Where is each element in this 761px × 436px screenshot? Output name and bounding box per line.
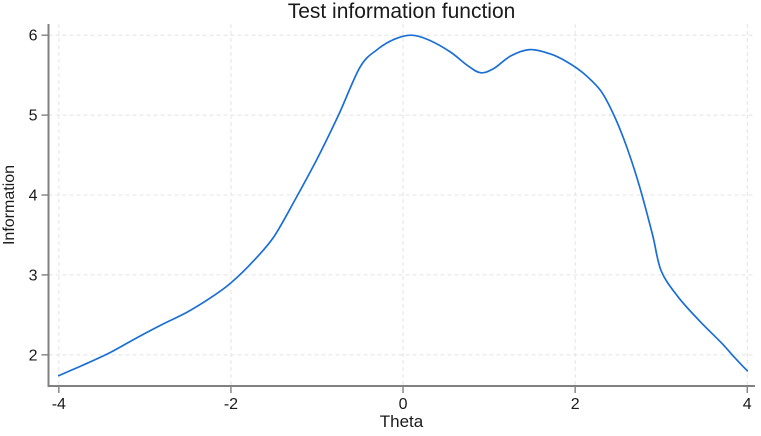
y-tick-label: 5 — [29, 108, 38, 125]
x-tick-label: -2 — [224, 396, 238, 413]
information-curve — [57, 34, 749, 377]
y-tick-label: 3 — [29, 267, 38, 284]
y-tick-label: 4 — [29, 188, 38, 205]
x-tick-label: -4 — [52, 396, 66, 413]
y-tick-label: 6 — [29, 28, 38, 45]
chart-title: Test information function — [287, 0, 516, 23]
x-tick-label: 2 — [571, 396, 580, 413]
x-tick-label: 4 — [743, 396, 752, 413]
x-axis-label: Theta — [379, 412, 424, 431]
x-tick-label: 0 — [399, 396, 408, 413]
y-tick-label: 2 — [29, 347, 38, 364]
